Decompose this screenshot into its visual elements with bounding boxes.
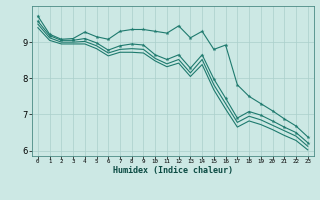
- X-axis label: Humidex (Indice chaleur): Humidex (Indice chaleur): [113, 166, 233, 175]
